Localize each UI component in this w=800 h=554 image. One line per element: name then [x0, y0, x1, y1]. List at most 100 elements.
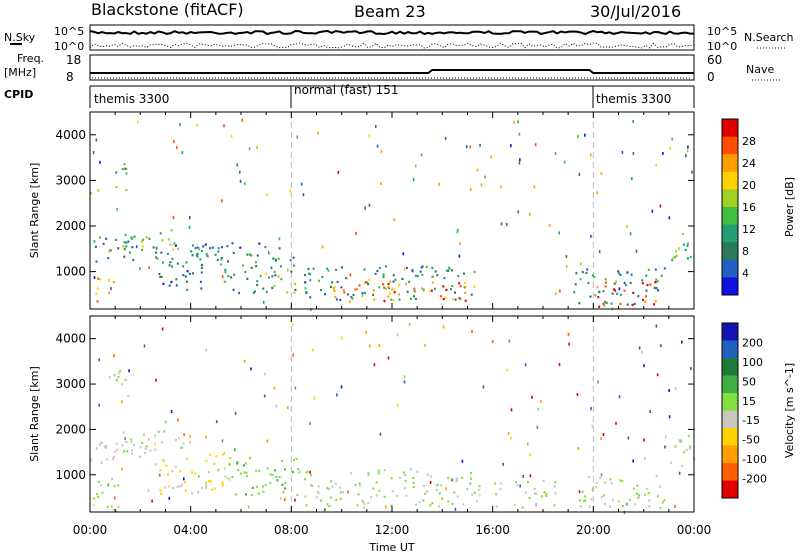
echo-pixel [356, 504, 359, 507]
echo-pixel [581, 490, 584, 493]
echo-pixel [567, 332, 570, 336]
echo-pixel [115, 238, 117, 241]
echo-pixel [602, 302, 605, 306]
echo-pixel [256, 283, 259, 287]
echo-pixel [154, 463, 157, 466]
echo-pixel [221, 199, 223, 203]
echo-pixel [221, 275, 224, 279]
echo-pixel [339, 298, 342, 301]
echo-pixel [293, 459, 295, 462]
echo-pixel [589, 295, 592, 298]
echo-pixel [287, 268, 289, 272]
echo-pixel [365, 330, 367, 334]
echo-pixel [211, 488, 214, 491]
echo-pixel [109, 375, 111, 379]
echo-pixel [326, 503, 329, 506]
freq-line [90, 69, 694, 74]
nsearch-label: N.Search [744, 31, 794, 44]
echo-pixel [175, 439, 177, 442]
echo-pixel [402, 252, 405, 256]
echo-pixel [382, 275, 385, 279]
echo-pixel [384, 505, 387, 509]
echo-pixel [423, 288, 425, 292]
echo-pixel [401, 277, 404, 280]
echo-pixel [95, 138, 98, 142]
echo-pixel [148, 237, 151, 240]
echo-pixel [159, 488, 162, 492]
echo-pixel [101, 491, 104, 494]
echo-pixel [412, 178, 415, 182]
panel-background [90, 316, 694, 512]
echo-pixel [233, 448, 236, 452]
echo-pixel [431, 275, 434, 278]
echo-pixel [196, 255, 199, 258]
echo-pixel [367, 282, 370, 285]
echo-pixel [108, 249, 110, 253]
echo-pixel [92, 504, 95, 507]
echo-pixel [200, 263, 203, 266]
echo-pixel [615, 421, 617, 425]
echo-pixel [337, 170, 340, 174]
echo-pixel [405, 266, 408, 269]
echo-pixel [284, 468, 286, 471]
echo-pixel [429, 481, 432, 484]
echo-pixel [455, 480, 458, 483]
echo-pixel [500, 222, 503, 226]
colorbar-frame [721, 118, 739, 296]
echo-pixel [368, 278, 371, 282]
echo-pixel [399, 476, 402, 479]
echo-pixel [383, 495, 386, 498]
echo-pixel [648, 505, 651, 508]
echo-pixel [190, 250, 193, 253]
echo-pixel [439, 484, 442, 487]
echo-pixel [189, 441, 191, 444]
echo-pixel [294, 498, 296, 502]
echo-pixel [619, 302, 622, 306]
echo-pixel [632, 120, 634, 123]
echo-pixel [462, 503, 465, 506]
echo-pixel [263, 394, 266, 398]
echo-pixel [339, 497, 342, 500]
echo-pixel [243, 464, 245, 467]
echo-pixel [461, 459, 464, 463]
echo-pixel [223, 451, 226, 455]
nsearch-line [89, 42, 695, 49]
echo-pixel [453, 491, 456, 494]
echo-pixel [603, 305, 606, 308]
echo-pixel [130, 440, 133, 443]
echo-pixel [133, 443, 136, 446]
echo-pixel [646, 487, 649, 490]
echo-pixel [317, 131, 319, 135]
echo-pixel [185, 280, 188, 283]
echo-pixel [153, 448, 156, 451]
echo-pixel [385, 287, 387, 290]
echo-pixel [443, 277, 446, 280]
echo-pixel [243, 471, 246, 474]
echo-pixel [121, 400, 123, 404]
echo-pixel [655, 287, 658, 290]
echo-pixel [662, 152, 664, 155]
echo-pixel [304, 273, 306, 277]
echo-pixel [579, 499, 581, 502]
echo-pixel [426, 490, 429, 493]
echo-pixel [117, 371, 120, 375]
echo-pixel [128, 369, 130, 373]
echo-pixel [451, 478, 453, 482]
echo-pixel [540, 400, 542, 403]
echo-pixel [184, 275, 187, 278]
echo-pixel [350, 472, 353, 475]
colorbar-tick-label: 12 [742, 223, 756, 236]
echo-pixel [121, 444, 124, 447]
echo-pixel [130, 438, 133, 441]
echo-pixel [256, 280, 259, 283]
echo-pixel [643, 438, 645, 442]
echo-pixel [405, 282, 408, 286]
echo-pixel [587, 476, 590, 479]
echo-pixel [125, 245, 128, 248]
echo-pixel [594, 294, 597, 297]
echo-pixel [171, 257, 174, 260]
echo-pixel [162, 459, 164, 462]
echo-pixel [528, 497, 531, 500]
echo-pixel [372, 487, 375, 490]
echo-pixel [536, 425, 539, 429]
